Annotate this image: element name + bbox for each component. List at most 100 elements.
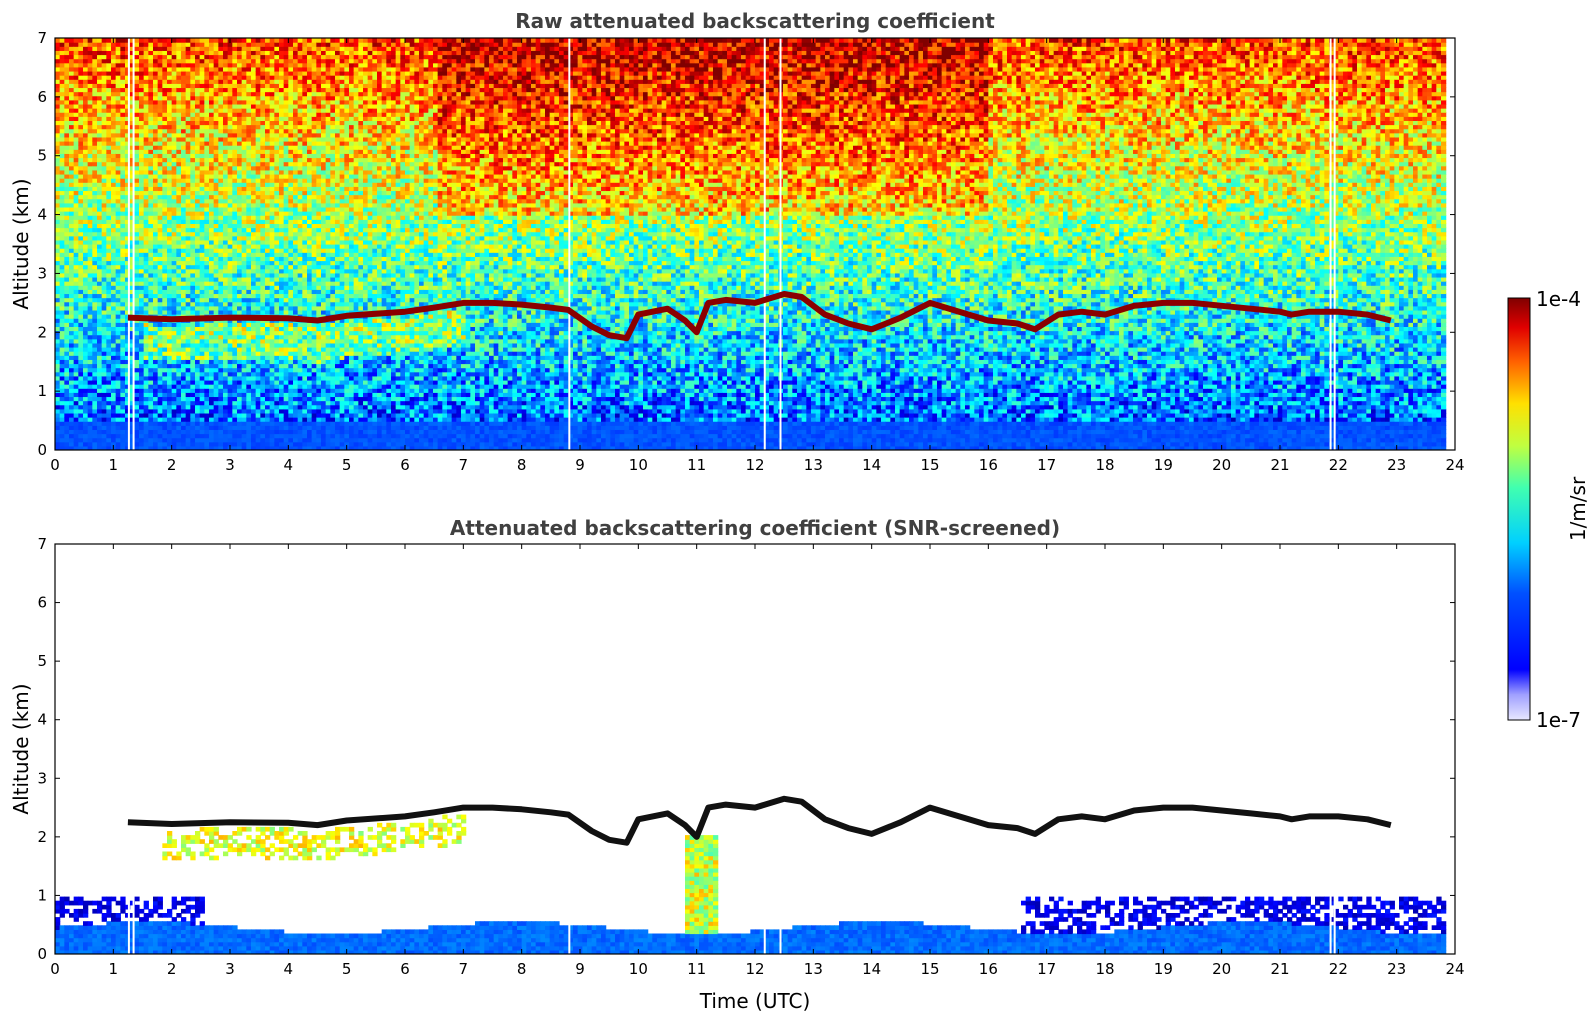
raw-heatmap-cell bbox=[139, 326, 144, 331]
raw-heatmap-cell bbox=[158, 363, 163, 368]
raw-heatmap-cell bbox=[78, 434, 83, 439]
raw-heatmap-cell bbox=[55, 314, 60, 319]
raw-heatmap-cell bbox=[64, 331, 69, 336]
raw-heatmap-cell bbox=[139, 355, 144, 360]
raw-heatmap-cell bbox=[167, 310, 172, 315]
raw-heatmap-cell bbox=[97, 223, 102, 228]
raw-heatmap-cell bbox=[64, 219, 69, 224]
raw-heatmap-cell bbox=[134, 429, 139, 434]
raw-heatmap-cell bbox=[88, 306, 93, 311]
raw-heatmap-cell bbox=[172, 195, 177, 200]
raw-heatmap-cell bbox=[111, 281, 116, 286]
raw-heatmap-cell bbox=[167, 186, 172, 191]
raw-heatmap-cell bbox=[64, 211, 69, 216]
raw-heatmap-cell bbox=[88, 162, 93, 167]
raw-heatmap-cell bbox=[153, 199, 158, 204]
raw-heatmap-cell bbox=[153, 409, 158, 414]
raw-heatmap-cell bbox=[176, 153, 181, 158]
raw-heatmap-cell bbox=[181, 401, 186, 406]
raw-heatmap-cell bbox=[60, 277, 65, 282]
raw-heatmap-cell bbox=[55, 438, 60, 443]
raw-heatmap-cell bbox=[78, 178, 83, 183]
raw-heatmap-cell bbox=[172, 153, 177, 158]
raw-heatmap-cell bbox=[60, 322, 65, 327]
raw-heatmap-cell bbox=[74, 343, 79, 348]
raw-heatmap-cell bbox=[139, 199, 144, 204]
raw-heatmap-cell bbox=[144, 42, 149, 47]
raw-heatmap-cell bbox=[111, 170, 116, 175]
raw-heatmap-cell bbox=[148, 421, 153, 426]
raw-heatmap-cell bbox=[64, 157, 69, 162]
raw-heatmap-cell bbox=[106, 289, 111, 294]
raw-heatmap-cell bbox=[144, 228, 149, 233]
raw-heatmap-cell bbox=[148, 92, 153, 97]
raw-heatmap-cell bbox=[97, 244, 102, 249]
raw-heatmap-cell bbox=[134, 355, 139, 360]
raw-heatmap-cell bbox=[64, 63, 69, 68]
raw-heatmap-cell bbox=[134, 277, 139, 282]
raw-heatmap-cell bbox=[120, 326, 125, 331]
raw-heatmap-cell bbox=[92, 83, 97, 88]
raw-heatmap-cell bbox=[148, 38, 153, 43]
raw-heatmap-cell bbox=[162, 46, 167, 51]
raw-heatmap-cell bbox=[74, 223, 79, 228]
raw-heatmap-cell bbox=[74, 417, 79, 422]
raw-heatmap-cell bbox=[106, 211, 111, 216]
raw-heatmap-cell bbox=[139, 182, 144, 187]
raw-heatmap-cell bbox=[88, 190, 93, 195]
raw-heatmap-cell bbox=[134, 417, 139, 422]
raw-heatmap-cell bbox=[64, 413, 69, 418]
raw-heatmap-cell bbox=[55, 104, 60, 109]
raw-heatmap-cell bbox=[97, 429, 102, 434]
raw-heatmap-cell bbox=[88, 396, 93, 401]
raw-heatmap-cell bbox=[181, 442, 186, 447]
raw-heatmap-cell bbox=[134, 405, 139, 410]
raw-heatmap-cell bbox=[148, 211, 153, 216]
raw-heatmap-cell bbox=[83, 116, 88, 121]
raw-heatmap-cell bbox=[139, 186, 144, 191]
raw-heatmap-cell bbox=[74, 396, 79, 401]
raw-heatmap-cell bbox=[69, 335, 74, 340]
raw-heatmap-cell bbox=[153, 153, 158, 158]
raw-heatmap-cell bbox=[69, 355, 74, 360]
raw-heatmap-cell bbox=[55, 75, 60, 80]
raw-heatmap-cell bbox=[64, 244, 69, 249]
raw-heatmap-cell bbox=[55, 174, 60, 179]
raw-heatmap-cell bbox=[74, 368, 79, 373]
raw-heatmap-cell bbox=[116, 207, 121, 212]
raw-heatmap-cell bbox=[139, 392, 144, 397]
raw-heatmap-cell bbox=[120, 129, 125, 134]
raw-heatmap-cell bbox=[111, 434, 116, 439]
raw-heatmap-cell bbox=[106, 83, 111, 88]
raw-heatmap-cell bbox=[83, 339, 88, 344]
raw-heatmap-cell bbox=[55, 244, 60, 249]
raw-heatmap-cell bbox=[78, 145, 83, 150]
raw-heatmap-cell bbox=[148, 269, 153, 274]
raw-heatmap-cell bbox=[60, 174, 65, 179]
raw-heatmap-cell bbox=[120, 413, 125, 418]
raw-heatmap-cell bbox=[144, 434, 149, 439]
raw-heatmap-cell bbox=[111, 141, 116, 146]
raw-heatmap-cell bbox=[176, 46, 181, 51]
raw-heatmap-cell bbox=[69, 359, 74, 364]
raw-heatmap-cell bbox=[144, 363, 149, 368]
raw-heatmap-cell bbox=[120, 359, 125, 364]
raw-heatmap-cell bbox=[74, 351, 79, 356]
raw-heatmap-cell bbox=[55, 42, 60, 47]
raw-heatmap-cell bbox=[111, 178, 116, 183]
raw-heatmap-cell bbox=[148, 425, 153, 430]
raw-heatmap-cell bbox=[92, 434, 97, 439]
raw-heatmap-cell bbox=[144, 417, 149, 422]
raw-heatmap-cell bbox=[139, 248, 144, 253]
raw-heatmap-cell bbox=[92, 125, 97, 130]
raw-heatmap-cell bbox=[176, 405, 181, 410]
raw-heatmap-cell bbox=[176, 190, 181, 195]
raw-heatmap-cell bbox=[139, 166, 144, 171]
raw-heatmap-cell bbox=[92, 335, 97, 340]
raw-heatmap-cell bbox=[97, 343, 102, 348]
raw-heatmap-cell bbox=[74, 116, 79, 121]
raw-heatmap-cell bbox=[162, 351, 167, 356]
raw-heatmap-cell bbox=[92, 141, 97, 146]
raw-heatmap-cell bbox=[139, 38, 144, 43]
raw-heatmap-cell bbox=[167, 153, 172, 158]
